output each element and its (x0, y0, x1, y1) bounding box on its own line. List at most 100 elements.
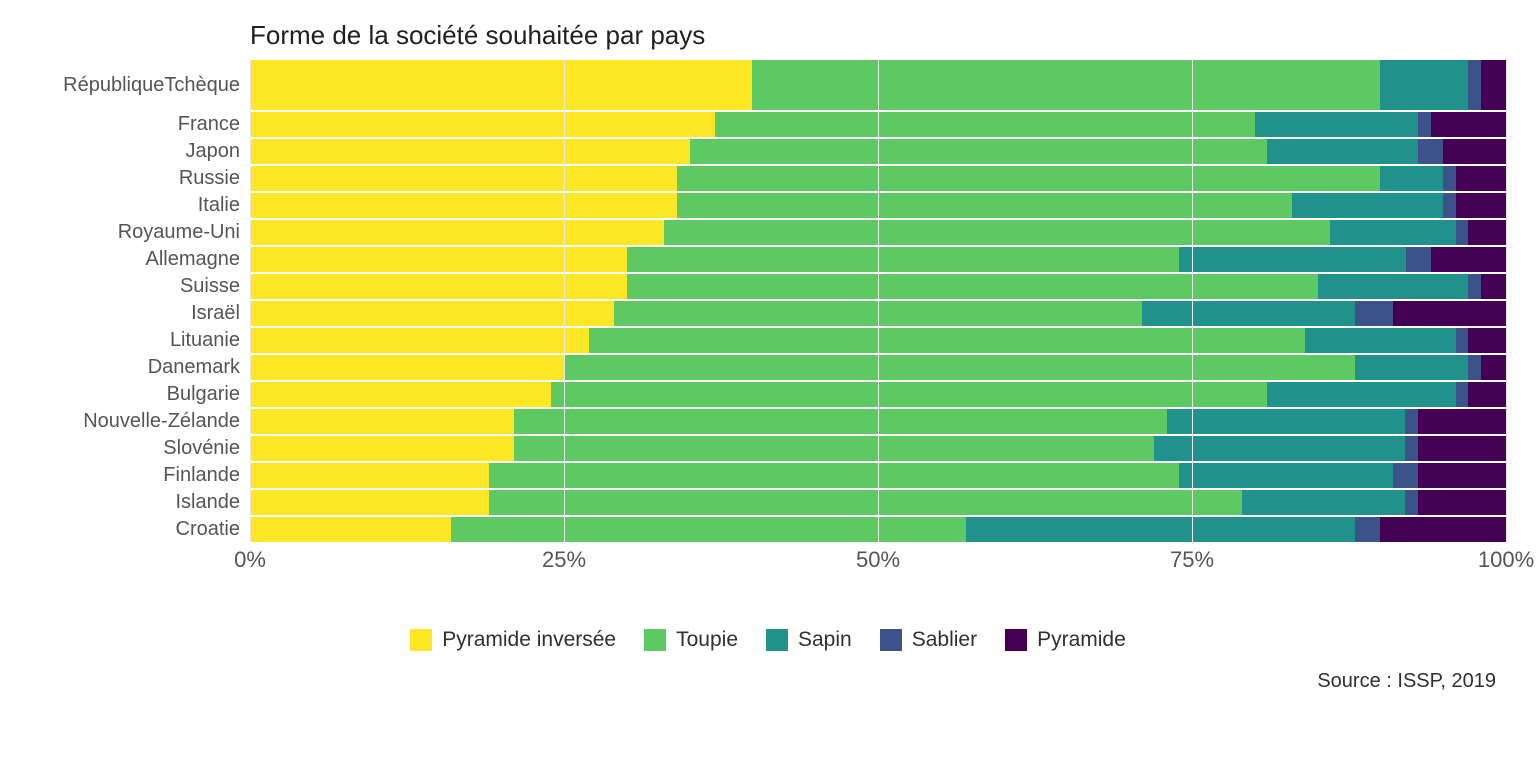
legend: Pyramide inverséeToupieSapinSablierPyram… (30, 628, 1506, 652)
bar-segment-sablier (1418, 139, 1443, 164)
bar-row (250, 436, 1506, 461)
bar-segment-sapin (1267, 139, 1418, 164)
bar-row (250, 166, 1506, 191)
chart-container: Forme de la société souhaitée par pays R… (0, 0, 1536, 768)
bar-segment-pyramide_inversee (250, 436, 514, 461)
bar-segment-toupie (451, 517, 966, 542)
y-axis-country-label: Israël (30, 300, 250, 327)
y-axis-country-label: Japon (30, 138, 250, 165)
bar-segment-pyramide_inversee (250, 166, 677, 191)
bar-segment-sablier (1456, 382, 1469, 407)
bar-row (250, 112, 1506, 137)
bar-segment-pyramide_inversee (250, 139, 690, 164)
y-axis-country-label: Danemark (30, 354, 250, 381)
y-axis-labels: RépubliqueTchèqueFranceJaponRussieItalie… (30, 59, 250, 543)
bar-segment-sablier (1443, 166, 1456, 191)
bar-segment-pyramide (1443, 139, 1506, 164)
bar-segment-toupie (551, 382, 1267, 407)
y-axis-country-label: Russie (30, 165, 250, 192)
y-axis-country-label: Nouvelle-Zélande (30, 408, 250, 435)
bars-area (250, 59, 1506, 543)
bar-segment-sapin (1318, 274, 1469, 299)
y-axis-country-label: Islande (30, 489, 250, 516)
bar-segment-pyramide_inversee (250, 247, 627, 272)
bar-segment-sablier (1405, 490, 1418, 515)
bar-segment-pyramide (1393, 301, 1506, 326)
y-axis-country-label-line: France (178, 114, 240, 135)
y-axis-country-label-line: Russie (179, 168, 240, 189)
bar-segment-pyramide_inversee (250, 382, 551, 407)
bar-segment-toupie (752, 60, 1380, 110)
y-axis-country-label: Slovénie (30, 435, 250, 462)
bar-segment-pyramide (1481, 355, 1506, 380)
y-axis-country-label-line: Italie (198, 195, 240, 216)
bar-segment-sablier (1468, 274, 1481, 299)
source-caption: Source : ISSP, 2019 (30, 670, 1506, 693)
legend-swatch (644, 629, 666, 651)
y-axis-country-label-line: Royaume-Uni (118, 222, 240, 243)
y-axis-country-label: Suisse (30, 273, 250, 300)
y-axis-country-label-line: Danemark (148, 357, 240, 378)
bar-segment-sapin (1292, 193, 1443, 218)
bar-segment-sablier (1405, 436, 1418, 461)
bar-segment-sapin (1179, 247, 1405, 272)
bar-segment-pyramide (1468, 220, 1506, 245)
bar-segment-toupie (514, 436, 1155, 461)
bar-segment-toupie (489, 490, 1243, 515)
bar-row (250, 355, 1506, 380)
y-axis-country-label-line: Suisse (180, 276, 240, 297)
bar-row (250, 139, 1506, 164)
y-axis-country-label: Allemagne (30, 246, 250, 273)
bar-row (250, 328, 1506, 353)
bar-segment-pyramide_inversee (250, 112, 715, 137)
bar-segment-pyramide_inversee (250, 193, 677, 218)
y-axis-country-label: Royaume-Uni (30, 219, 250, 246)
bar-segment-sapin (1380, 60, 1468, 110)
bar-segment-pyramide_inversee (250, 409, 514, 434)
bar-segment-toupie (564, 355, 1355, 380)
bar-segment-sapin (966, 517, 1355, 542)
bar-segment-pyramide (1468, 328, 1506, 353)
legend-label: Sapin (798, 628, 852, 652)
bar-segment-sablier (1355, 517, 1380, 542)
bar-segment-toupie (677, 193, 1292, 218)
bar-segment-pyramide (1418, 490, 1506, 515)
bar-segment-pyramide_inversee (250, 60, 752, 110)
y-axis-country-label-line: Croatie (176, 519, 240, 540)
bar-segment-pyramide_inversee (250, 301, 614, 326)
bar-segment-pyramide (1468, 382, 1506, 407)
bar-row (250, 490, 1506, 515)
bar-row (250, 301, 1506, 326)
bar-segment-toupie (489, 463, 1180, 488)
bar-segment-sablier (1355, 301, 1393, 326)
legend-swatch (766, 629, 788, 651)
legend-swatch (410, 629, 432, 651)
bar-segment-sapin (1305, 328, 1456, 353)
bar-segment-sablier (1393, 463, 1418, 488)
x-axis-tick-label: 75% (1170, 547, 1214, 573)
bar-segment-sablier (1443, 193, 1456, 218)
bar-segment-sapin (1154, 436, 1405, 461)
bar-row (250, 274, 1506, 299)
bar-segment-toupie (664, 220, 1330, 245)
bar-segment-toupie (677, 166, 1380, 191)
bar-segment-toupie (614, 301, 1142, 326)
bar-segment-pyramide (1418, 463, 1506, 488)
bar-segment-pyramide_inversee (250, 490, 489, 515)
bar-segment-pyramide (1481, 274, 1506, 299)
bar-segment-sapin (1167, 409, 1406, 434)
bar-segment-sapin (1380, 166, 1443, 191)
bar-segment-sablier (1456, 220, 1469, 245)
plot-area: RépubliqueTchèqueFranceJaponRussieItalie… (30, 59, 1506, 543)
bar-segment-pyramide_inversee (250, 328, 589, 353)
bar-segment-toupie (627, 247, 1180, 272)
bar-segment-pyramide (1380, 517, 1506, 542)
bar-segment-pyramide_inversee (250, 355, 564, 380)
bar-row (250, 463, 1506, 488)
bar-segment-pyramide (1481, 60, 1506, 110)
bar-segment-sablier (1468, 60, 1481, 110)
y-axis-country-label: Lituanie (30, 327, 250, 354)
y-axis-country-label-line: Finlande (163, 465, 240, 486)
legend-item-toupie: Toupie (644, 628, 738, 652)
bar-segment-sapin (1142, 301, 1356, 326)
